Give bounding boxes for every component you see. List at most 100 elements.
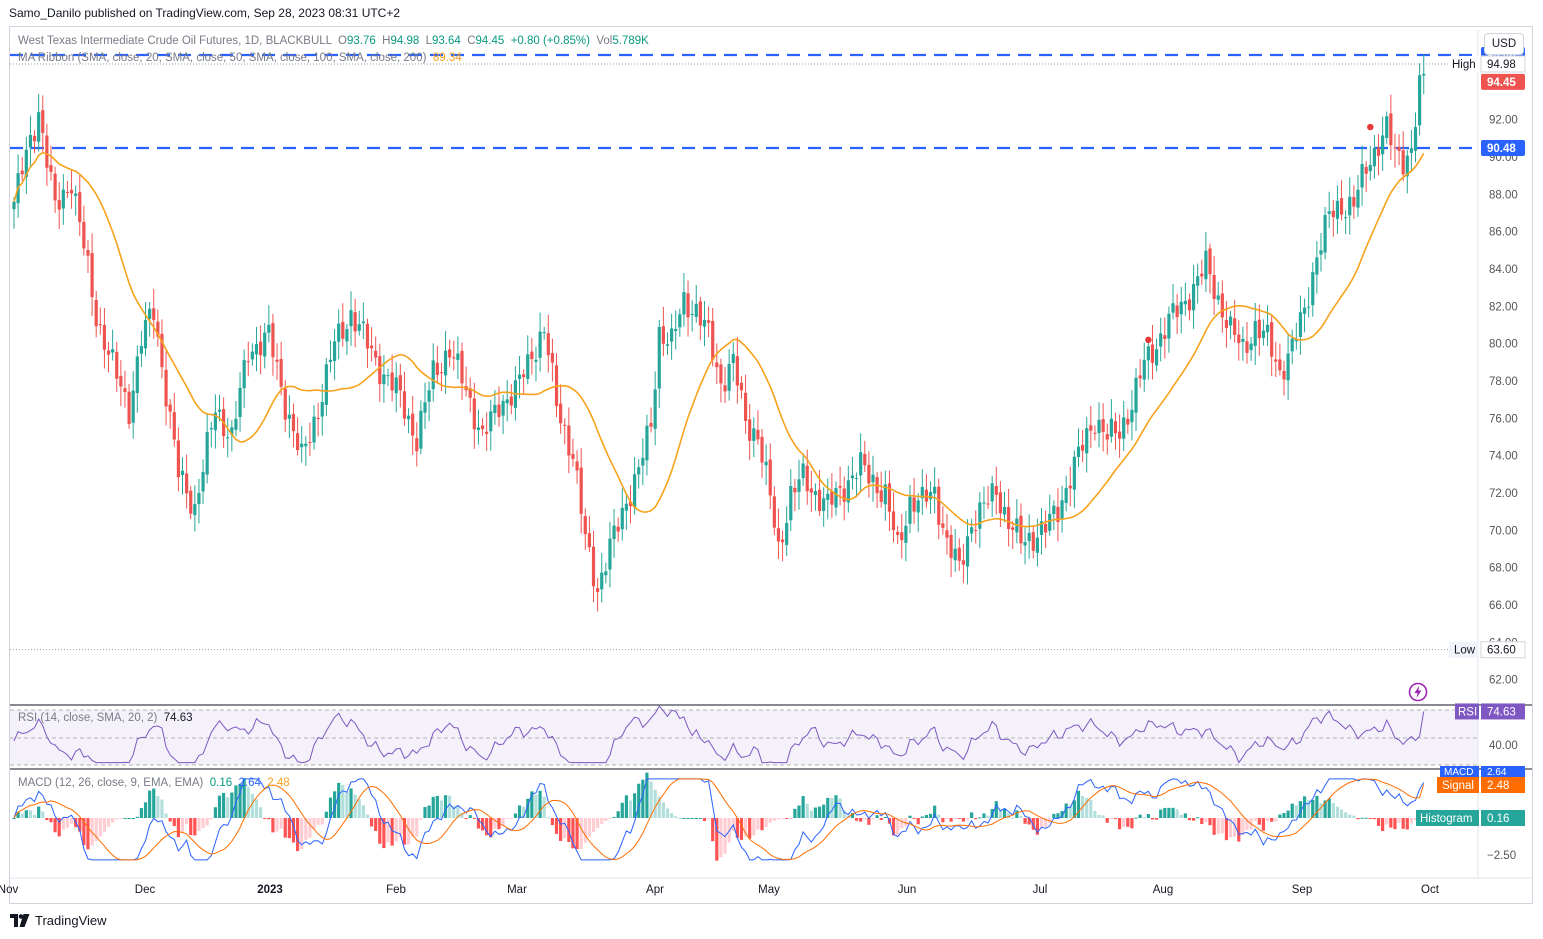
candle-body	[1298, 312, 1303, 337]
candle-body	[953, 548, 957, 561]
candle-body	[1085, 428, 1089, 454]
candle-body	[1154, 349, 1159, 366]
candle-body	[686, 293, 690, 318]
price-tick-label: 74.00	[1489, 451, 1518, 463]
candle-body	[1270, 322, 1274, 357]
candle-body	[834, 488, 838, 508]
candle-body	[152, 308, 156, 320]
candle-body	[250, 351, 254, 360]
candle-body	[1097, 419, 1101, 434]
candle-body	[776, 528, 781, 542]
macd-histogram-bar	[61, 818, 65, 830]
lightning-icon[interactable]	[1408, 682, 1428, 702]
candle-body	[891, 511, 896, 531]
macd-histogram-bar	[328, 797, 333, 818]
candle-body	[896, 531, 900, 535]
macd-histogram-bar	[1302, 796, 1307, 818]
macd-histogram-bar	[267, 818, 271, 820]
candle-body	[797, 479, 801, 492]
time-axis-label: Apr	[646, 884, 664, 896]
currency-button[interactable]: USD	[1484, 33, 1524, 55]
macd-histogram-bar	[859, 818, 863, 822]
macd-histogram-bar	[1171, 807, 1175, 818]
candle-body	[411, 413, 415, 436]
candle-body	[1039, 521, 1044, 535]
macd-histogram-bar	[398, 818, 402, 837]
macd-histogram-bar	[883, 816, 887, 818]
macd-histogram-bar	[189, 818, 193, 836]
candle-body	[226, 437, 230, 439]
candle-body	[1159, 333, 1163, 347]
candle-body	[711, 320, 715, 360]
low-tag-value: 63.60	[1487, 645, 1516, 657]
candle-body	[90, 253, 94, 298]
candle-body	[312, 416, 316, 443]
last-price-bg	[1481, 73, 1525, 90]
candle-body	[813, 491, 818, 496]
time-axis-label: 2023	[257, 884, 283, 896]
candle-body	[271, 323, 275, 358]
candle-body	[65, 191, 70, 193]
macd-histogram-bar	[530, 791, 534, 818]
macd-histogram-bar	[920, 816, 924, 818]
candle-body	[217, 409, 222, 412]
candle-body	[41, 110, 45, 133]
high-value-bg	[1480, 55, 1526, 73]
macd-histogram-bar	[785, 818, 789, 819]
macd-histogram-bar	[974, 818, 978, 820]
candle-body	[185, 473, 189, 494]
macd-histogram-bar	[464, 818, 468, 820]
candle-body	[579, 467, 583, 514]
candle-body	[509, 396, 513, 406]
macd-histogram-bar	[961, 818, 966, 822]
candle-body	[156, 321, 160, 337]
macd-histogram-bar	[571, 818, 575, 849]
macd-histogram-bar	[452, 805, 456, 818]
macd-histogram-bar	[263, 818, 267, 819]
candle-body	[994, 486, 998, 495]
candle-body	[127, 391, 131, 425]
candle-body	[698, 301, 702, 326]
macd-histogram-bar	[1085, 797, 1089, 818]
candle-body	[1011, 527, 1015, 530]
macd-histogram-bar	[809, 810, 813, 818]
macd-histogram-bar	[230, 792, 234, 818]
macd-histogram-bar	[715, 818, 719, 861]
macd-histogram-bar	[1253, 818, 1257, 821]
macd-histogram-bar	[1307, 800, 1311, 818]
macd-histogram-bar	[1044, 818, 1048, 827]
candle-body	[308, 441, 312, 443]
tradingview-wordmark: TradingView	[35, 913, 107, 928]
candle-body	[657, 326, 661, 389]
price-tick-label: 88.00	[1489, 189, 1518, 201]
macd-histogram-bar	[32, 814, 37, 818]
macd-histogram-bar	[1364, 817, 1368, 819]
macd-histogram-bar	[222, 792, 226, 818]
candle-body	[234, 418, 238, 430]
candle-body	[1183, 300, 1187, 305]
candle-body	[131, 390, 135, 423]
macd-histogram-bar	[493, 818, 497, 829]
tradingview-logo[interactable]: TradingView	[10, 913, 107, 928]
candle-body	[1007, 507, 1011, 529]
candle-body	[205, 432, 209, 475]
candle-body	[661, 326, 665, 344]
candle-body	[168, 404, 172, 412]
candle-body	[1233, 318, 1237, 335]
rsi-tick-label: 40.00	[1489, 740, 1518, 752]
candle-body	[1302, 307, 1307, 314]
candle-body	[106, 350, 111, 355]
price-tick-label: 76.00	[1489, 413, 1518, 425]
candle-body	[57, 200, 61, 210]
macd-histogram-bar	[1233, 818, 1237, 837]
candle-body	[349, 310, 353, 327]
candle-body	[320, 402, 324, 417]
macd-histogram-bar	[1405, 818, 1409, 830]
macd-histogram-bar	[690, 818, 694, 819]
macd-histogram-bar	[653, 789, 657, 818]
candle-body	[275, 359, 279, 362]
macd-histogram-bar	[41, 811, 45, 818]
macd-histogram-bar	[1237, 818, 1241, 842]
macd-histogram-bar	[628, 800, 633, 818]
